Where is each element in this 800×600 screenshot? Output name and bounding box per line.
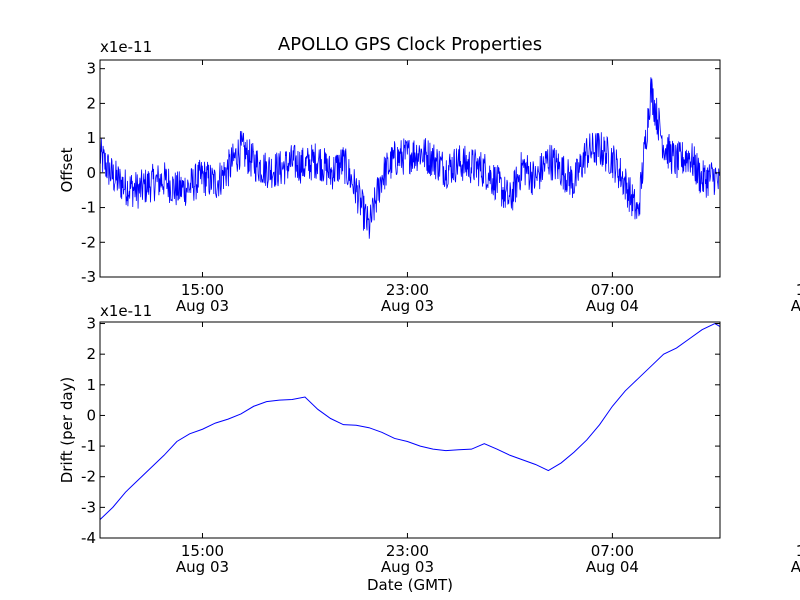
drift-xtick-date-label: Aug 04: [791, 558, 800, 576]
offset-ytick-label: 0: [86, 164, 96, 182]
drift-series-group: [99, 322, 721, 520]
drift-ytick-label: 3: [86, 315, 96, 333]
drift-xtick-time-label: 23:00: [386, 542, 429, 560]
offset-xtick-time-label: 15:00: [796, 281, 800, 299]
drift-plot-frame: [99, 321, 721, 539]
offset-xtick-date-label: Aug 04: [791, 297, 800, 315]
offset-ytick-label: 3: [86, 60, 96, 78]
drift-multiplier-label: x1e-11: [100, 302, 152, 320]
drift-xtick-date-label: Aug 03: [176, 558, 229, 576]
offset-y-ticks: -3 -2 -1 0 1 2 3: [81, 60, 720, 286]
offset-xtick-time-label: 23:00: [386, 281, 429, 299]
drift-ytick-label: -4: [81, 529, 96, 547]
drift-x-axis-label: Date (GMT): [367, 576, 453, 594]
offset-ytick-label: 1: [86, 129, 96, 147]
offset-xtick-date-label: Aug 03: [176, 297, 229, 315]
offset-xtick-date-label: Aug 04: [586, 297, 639, 315]
drift-xtick-time-label: 15:00: [181, 542, 224, 560]
offset-ytick-label: -2: [81, 233, 96, 251]
drift-ytick-label: -2: [81, 468, 96, 486]
drift-ytick-label: 2: [86, 345, 96, 363]
drift-ytick-label: 1: [86, 376, 96, 394]
offset-ytick-label: 2: [86, 94, 96, 112]
drift-series-line: [99, 322, 721, 520]
offset-multiplier-label: x1e-11: [100, 38, 152, 56]
drift-y-ticks: -4 -3 -2 -1 0 1 2 3: [81, 315, 720, 547]
drift-ytick-label: -3: [81, 498, 96, 516]
drift-xtick-date-label: Aug 03: [381, 558, 434, 576]
drift-subplot: x1e-11 Drift (per day) Date (GMT) -4 -3 -2…: [58, 302, 800, 594]
drift-y-axis-label: Drift (per day): [58, 377, 76, 484]
offset-series-line: [99, 77, 721, 239]
drift-ytick-label: -1: [81, 437, 96, 455]
offset-ytick-label: -1: [81, 199, 96, 217]
chart-title: APOLLO GPS Clock Properties: [278, 34, 542, 55]
offset-subplot: APOLLO GPS Clock Properties x1e-11 Offse…: [58, 34, 800, 315]
offset-xtick-time-label: 07:00: [591, 281, 634, 299]
offset-plot-frame: [99, 59, 721, 278]
drift-xtick-time-label: 07:00: [591, 542, 634, 560]
offset-xtick-time-label: 15:00: [181, 281, 224, 299]
offset-ytick-label: -3: [81, 268, 96, 286]
drift-xtick-date-label: Aug 04: [586, 558, 639, 576]
drift-ytick-label: 0: [86, 406, 96, 424]
offset-y-axis-label: Offset: [58, 147, 76, 192]
offset-xtick-date-label: Aug 03: [381, 297, 434, 315]
offset-series-group: [99, 77, 721, 239]
drift-xtick-time-label: 15:00: [796, 542, 800, 560]
